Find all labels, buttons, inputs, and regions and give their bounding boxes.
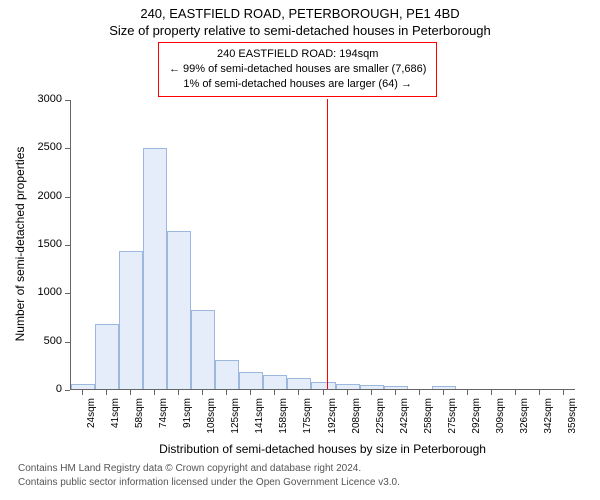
x-tick-label: 58sqm: [134, 398, 145, 442]
y-tick-label: 3000: [0, 93, 62, 105]
x-tick-label: 258sqm: [423, 398, 434, 442]
x-tick-label: 24sqm: [86, 398, 97, 442]
histogram-bar: [336, 384, 360, 389]
x-tick: [491, 390, 492, 395]
x-tick-label: 275sqm: [447, 398, 458, 442]
histogram-bar: [119, 251, 143, 389]
y-tick-label: 2500: [0, 141, 62, 153]
histogram-bar: [360, 385, 384, 389]
y-tick: [65, 293, 70, 294]
x-tick: [443, 390, 444, 395]
footer-line1: Contains HM Land Registry data © Crown c…: [18, 462, 400, 476]
x-tick-label: 108sqm: [206, 398, 217, 442]
x-tick-label: 158sqm: [278, 398, 289, 442]
x-tick-label: 125sqm: [230, 398, 241, 442]
x-tick-label: 141sqm: [254, 398, 265, 442]
y-tick-label: 500: [0, 335, 62, 347]
histogram-bar: [71, 384, 95, 389]
x-tick-label: 192sqm: [327, 398, 338, 442]
x-tick-label: 91sqm: [182, 398, 193, 442]
histogram-bar: [239, 372, 263, 389]
x-axis-label: Distribution of semi-detached houses by …: [70, 442, 575, 456]
x-tick: [515, 390, 516, 395]
histogram-bar: [95, 324, 119, 389]
x-tick: [467, 390, 468, 395]
x-tick: [202, 390, 203, 395]
x-tick-label: 309sqm: [495, 398, 506, 442]
property-info-box: 240 EASTFIELD ROAD: 194sqm ← 99% of semi…: [158, 42, 437, 97]
y-tick: [65, 342, 70, 343]
y-tick-label: 2000: [0, 190, 62, 202]
property-marker-line: [327, 99, 328, 389]
chart-title-sub: Size of property relative to semi-detach…: [0, 21, 600, 38]
x-tick: [106, 390, 107, 395]
footer-line2: Contains public sector information licen…: [18, 476, 400, 490]
info-box-line1: 240 EASTFIELD ROAD: 194sqm: [169, 47, 426, 62]
x-tick-label: 225sqm: [375, 398, 386, 442]
y-tick-label: 0: [0, 383, 62, 395]
histogram-bar: [215, 360, 239, 389]
x-tick-label: 342sqm: [543, 398, 554, 442]
y-tick: [65, 245, 70, 246]
histogram-bar: [167, 231, 191, 389]
x-tick-label: 175sqm: [302, 398, 313, 442]
histogram-bar: [263, 375, 287, 390]
x-tick: [250, 390, 251, 395]
x-tick-label: 326sqm: [519, 398, 530, 442]
y-tick-label: 1000: [0, 286, 62, 298]
x-tick-label: 359sqm: [567, 398, 578, 442]
histogram-bar: [432, 386, 456, 389]
footer-attribution: Contains HM Land Registry data © Crown c…: [18, 462, 400, 489]
x-tick: [298, 390, 299, 395]
histogram-bar: [384, 386, 408, 389]
y-tick: [65, 390, 70, 391]
y-tick: [65, 148, 70, 149]
histogram-bar: [143, 148, 167, 389]
x-tick: [395, 390, 396, 395]
x-tick: [371, 390, 372, 395]
plot-area: [70, 100, 575, 390]
x-tick: [226, 390, 227, 395]
x-tick: [539, 390, 540, 395]
x-tick: [154, 390, 155, 395]
chart-title-main: 240, EASTFIELD ROAD, PETERBOROUGH, PE1 4…: [0, 0, 600, 21]
x-tick: [347, 390, 348, 395]
y-tick-label: 1500: [0, 238, 62, 250]
y-tick: [65, 197, 70, 198]
x-tick: [178, 390, 179, 395]
histogram-bar: [311, 382, 335, 389]
histogram-bar: [191, 310, 215, 389]
x-tick-label: 242sqm: [399, 398, 410, 442]
x-tick-label: 292sqm: [471, 398, 482, 442]
x-tick-label: 41sqm: [110, 398, 121, 442]
info-box-line2: ← 99% of semi-detached houses are smalle…: [169, 62, 426, 77]
x-tick: [82, 390, 83, 395]
x-tick: [419, 390, 420, 395]
x-tick: [130, 390, 131, 395]
x-tick: [323, 390, 324, 395]
x-tick: [274, 390, 275, 395]
info-box-line3: 1% of semi-detached houses are larger (6…: [169, 77, 426, 92]
histogram-bar: [287, 378, 311, 389]
x-tick-label: 208sqm: [351, 398, 362, 442]
x-tick: [563, 390, 564, 395]
y-tick: [65, 100, 70, 101]
x-tick-label: 74sqm: [158, 398, 169, 442]
